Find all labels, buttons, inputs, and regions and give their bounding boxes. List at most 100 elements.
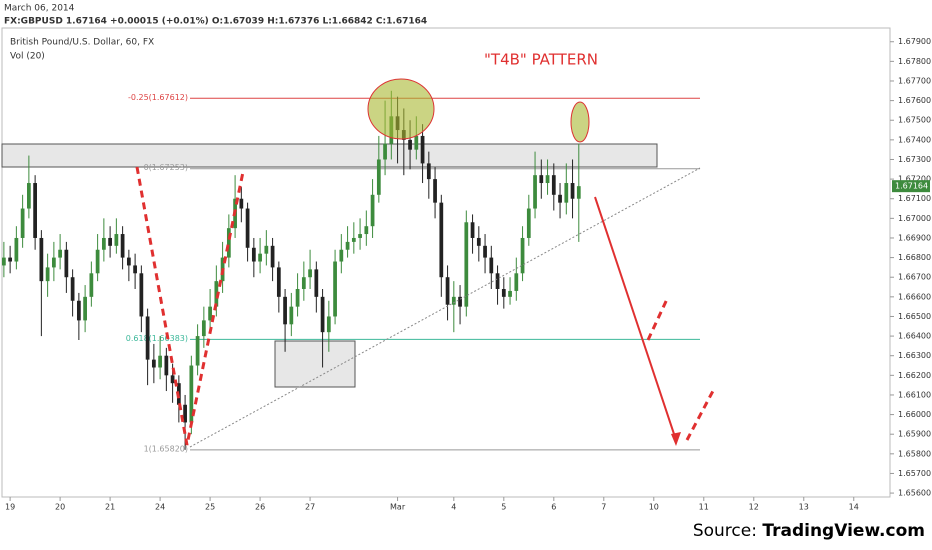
candle-body — [501, 288, 506, 297]
candle-body — [483, 245, 487, 258]
candle-body — [276, 267, 281, 297]
support-box — [274, 340, 356, 388]
last-price-label: 1.67164 — [895, 182, 928, 191]
forecast-arrow — [594, 196, 677, 441]
candle-body — [339, 249, 344, 262]
candle-body — [476, 237, 481, 246]
candle-body — [333, 261, 337, 317]
y-tick-label: 1.66100 — [898, 390, 931, 399]
candle-body — [201, 320, 206, 337]
source-prefix: Source: — [693, 521, 763, 541]
arrow-head — [671, 432, 681, 446]
x-tick-label: 27 — [305, 503, 315, 512]
candle-body — [351, 237, 356, 242]
candle-body — [526, 208, 531, 238]
candle-body — [8, 257, 12, 262]
y-tick-label: 1.66900 — [898, 233, 931, 242]
y-tick-label: 1.67900 — [898, 37, 931, 46]
y-tick-label: 1.67600 — [898, 96, 931, 105]
candle-body — [239, 198, 244, 209]
candle-body — [139, 273, 144, 317]
y-tick-label: 1.66400 — [898, 332, 931, 341]
candle-body — [64, 249, 69, 278]
y-tick-label: 1.67500 — [898, 116, 931, 125]
x-tick-label: 20 — [55, 503, 65, 512]
x-tick-label: 24 — [155, 503, 165, 512]
x-tick-label: 7 — [601, 503, 606, 512]
y-tick-label: 1.66700 — [898, 273, 931, 282]
x-tick-label: 13 — [799, 503, 809, 512]
candle-body — [370, 194, 375, 227]
candle-body — [126, 257, 131, 266]
candle-body — [420, 135, 425, 164]
y-tick-label: 1.67800 — [898, 57, 931, 66]
candle-body — [308, 269, 312, 278]
candle-body — [145, 316, 150, 360]
x-tick-label: 26 — [255, 503, 265, 512]
candle-body — [295, 288, 300, 307]
y-tick-label: 1.66800 — [898, 253, 931, 262]
candle-body — [314, 269, 319, 297]
candle-body — [520, 237, 525, 274]
candle-body — [14, 237, 19, 262]
candle-body — [464, 222, 469, 307]
candle-body — [551, 175, 556, 195]
candle-body — [58, 249, 62, 258]
x-tick-label: 4 — [451, 503, 456, 512]
candle-body — [158, 355, 162, 368]
candle-body — [214, 281, 219, 307]
candle-body — [226, 228, 231, 258]
candle-body — [283, 296, 287, 325]
x-tick-label: Mar — [390, 503, 406, 512]
candle-body — [433, 179, 437, 203]
y-tick-label: 1.65700 — [898, 469, 931, 478]
x-tick-label: 12 — [749, 503, 759, 512]
forecast-dash — [685, 388, 716, 441]
y-tick-label: 1.65800 — [898, 449, 931, 458]
chart-title: "T4B" PATTERN — [484, 51, 598, 69]
candle-body — [289, 306, 294, 325]
candle-body — [251, 247, 256, 262]
candle-body — [39, 237, 44, 282]
candle-body — [576, 186, 581, 199]
candle-body — [458, 296, 462, 307]
date: March 06, 2014 — [4, 4, 75, 14]
last-price-tag — [892, 180, 930, 193]
y-tick-label: 1.65900 — [898, 430, 931, 439]
candle-body — [376, 159, 381, 195]
candle-body — [414, 135, 419, 150]
y-tick-label: 1.67100 — [898, 194, 931, 203]
y-tick-label: 1.67300 — [898, 155, 931, 164]
y-tick-label: 1.65600 — [898, 489, 931, 498]
candle-body — [358, 234, 362, 238]
candle-body — [470, 222, 475, 238]
candle-body — [408, 139, 412, 150]
candle-body — [426, 163, 431, 180]
highlight — [570, 101, 590, 143]
candle-body — [208, 306, 212, 321]
candle-body — [45, 267, 50, 282]
fib-label: -0.25(1.67612) — [128, 93, 188, 102]
x-tick-label: 6 — [551, 503, 556, 512]
y-tick-label: 1.66500 — [898, 312, 931, 321]
quote: FX:GBPUSD 1.67164 +0.00015 (+0.01%) O:1.… — [4, 17, 427, 27]
candle-body — [114, 234, 119, 246]
candle-body — [558, 194, 562, 203]
pattern-line — [135, 166, 245, 446]
candle-body — [195, 336, 200, 366]
candle-body — [2, 257, 6, 266]
candle-body — [495, 273, 500, 289]
candle-body — [183, 404, 187, 423]
candle-body — [345, 241, 350, 250]
resistance-box — [1, 143, 658, 168]
candle-body — [258, 253, 262, 262]
candle-body — [20, 208, 25, 238]
plot-frame — [1, 27, 891, 498]
y-tick-label: 1.67200 — [898, 175, 931, 184]
y-tick-label: 1.66300 — [898, 351, 931, 360]
candle-body — [570, 183, 575, 199]
y-tick-label: 1.67000 — [898, 214, 931, 223]
candle-body — [51, 257, 56, 268]
candle-body — [108, 237, 112, 246]
candle-body — [26, 183, 31, 209]
